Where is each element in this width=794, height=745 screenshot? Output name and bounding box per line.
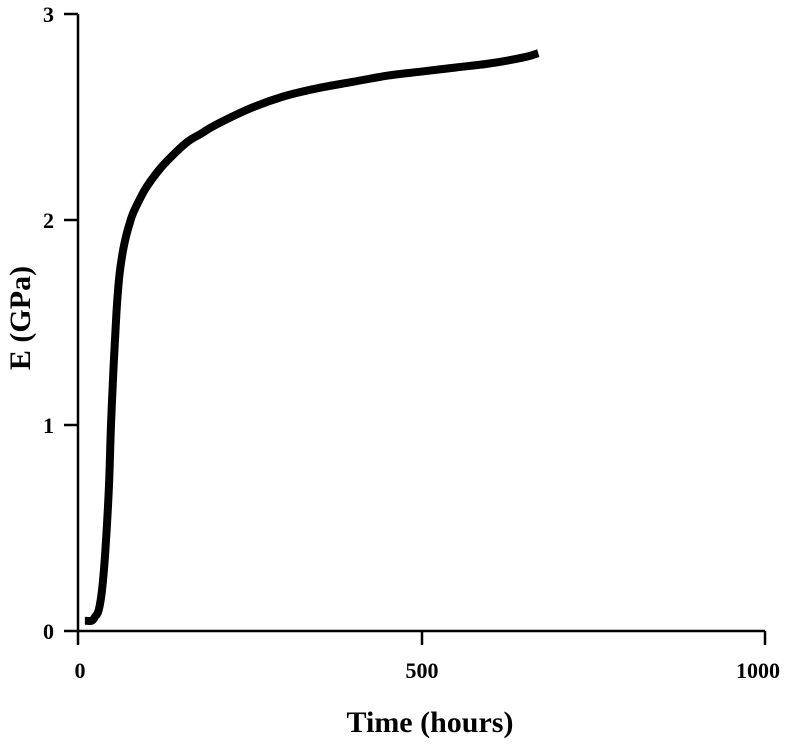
- y-axis-title: E (GPa): [4, 266, 37, 370]
- y-tick-label-0: 0: [43, 619, 54, 644]
- x-tick-label-500: 500: [406, 658, 439, 683]
- series-line-0: [85, 53, 538, 621]
- y-tick-label-1: 1: [43, 413, 54, 438]
- x-axis: 0 500 1000 Time (hours): [75, 631, 781, 739]
- x-tick-label-0: 0: [75, 658, 86, 683]
- series-layer: [85, 53, 538, 621]
- y-tick-label-2: 2: [43, 208, 54, 233]
- y-axis: 0 1 2 3 E (GPa): [4, 2, 78, 644]
- x-axis-title: Time (hours): [347, 706, 514, 739]
- y-tick-label-3: 3: [43, 2, 54, 27]
- x-tick-label-1000: 1000: [736, 658, 780, 683]
